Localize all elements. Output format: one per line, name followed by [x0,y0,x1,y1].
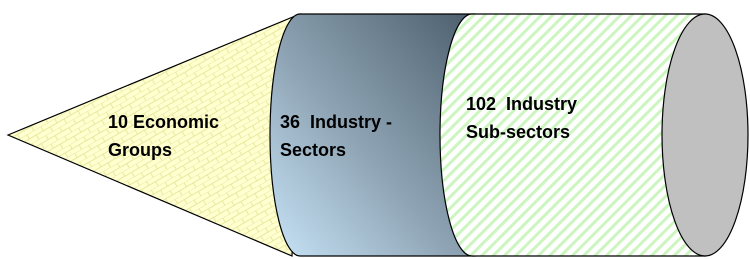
diagram: 10 Economic Groups 36 Industry - Sectors… [0,0,750,259]
cylinder-end [662,14,748,256]
node-label: 102 Industry [466,94,577,114]
node-label: Groups [108,140,172,160]
node-label: 36 Industry - [280,112,392,132]
cone [8,14,300,256]
node-label: 10 Economic [108,112,219,132]
node-label: Sub-sectors [466,122,570,142]
node-label: Sectors [280,140,346,160]
